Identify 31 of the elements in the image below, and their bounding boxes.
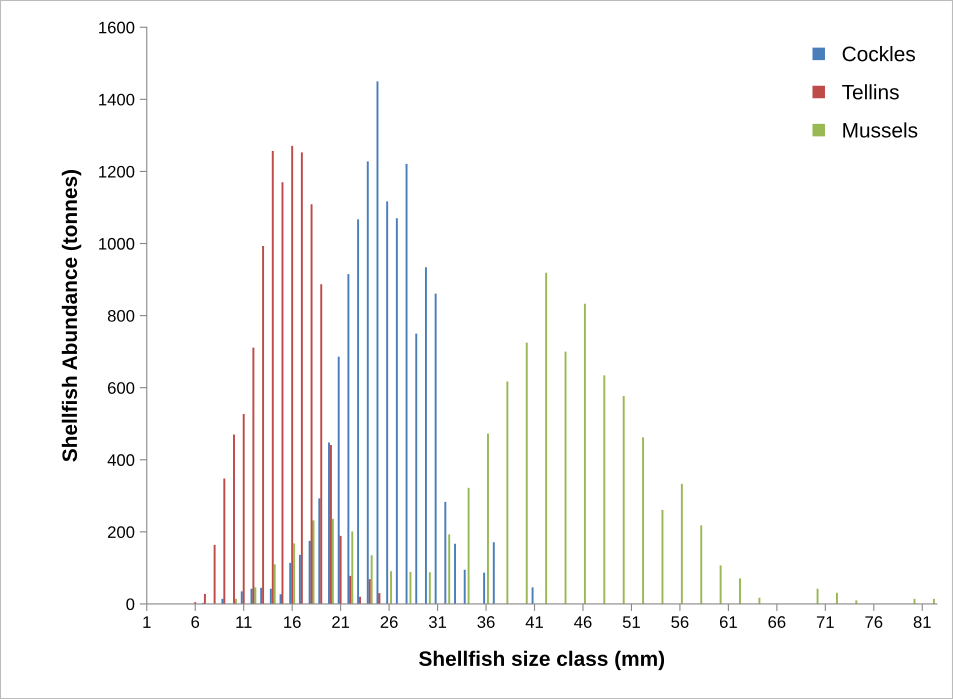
y-tick-label: 1000 [99, 238, 134, 250]
x-tick-label: 66 [768, 616, 786, 628]
y-tick-label: 800 [108, 310, 134, 322]
x-tick-label: 46 [574, 616, 592, 628]
x-tick-label: 41 [526, 616, 543, 628]
y-tick-label: 600 [108, 382, 134, 394]
y-tick-label: 0 [126, 598, 134, 610]
x-tick-label: 6 [191, 616, 200, 628]
legend-label: Cockles [842, 46, 915, 62]
x-tick-label: 81 [914, 616, 931, 628]
x-tick-label: 26 [380, 616, 398, 628]
legend-label: Tellins [842, 84, 899, 100]
x-tick-label: 56 [671, 616, 688, 628]
x-tick-label: 61 [720, 616, 737, 628]
x-tick-label: 16 [284, 616, 301, 628]
x-tick-label: 1 [143, 616, 151, 628]
x-tick-label: 31 [428, 616, 446, 628]
legend-label: Mussels [843, 122, 918, 138]
y-tick-label: 200 [108, 526, 134, 538]
x-tick-label: 21 [332, 616, 350, 628]
x-tick-label: 51 [622, 616, 640, 628]
x-tick-label: 76 [865, 616, 882, 628]
y-tick-label: 1200 [99, 166, 134, 178]
y-axis-title: Shellfish Abundance (tonnes) [62, 170, 82, 462]
y-tick-label: 1600 [99, 22, 134, 34]
x-tick-label: 36 [477, 616, 495, 628]
x-axis-title: Shellfish size class (mm) [419, 650, 664, 670]
y-tick-label: 400 [108, 454, 134, 466]
x-tick-label: 11 [236, 616, 252, 628]
y-tick-label: 1400 [99, 94, 134, 106]
x-tick-label: 71 [816, 616, 834, 628]
